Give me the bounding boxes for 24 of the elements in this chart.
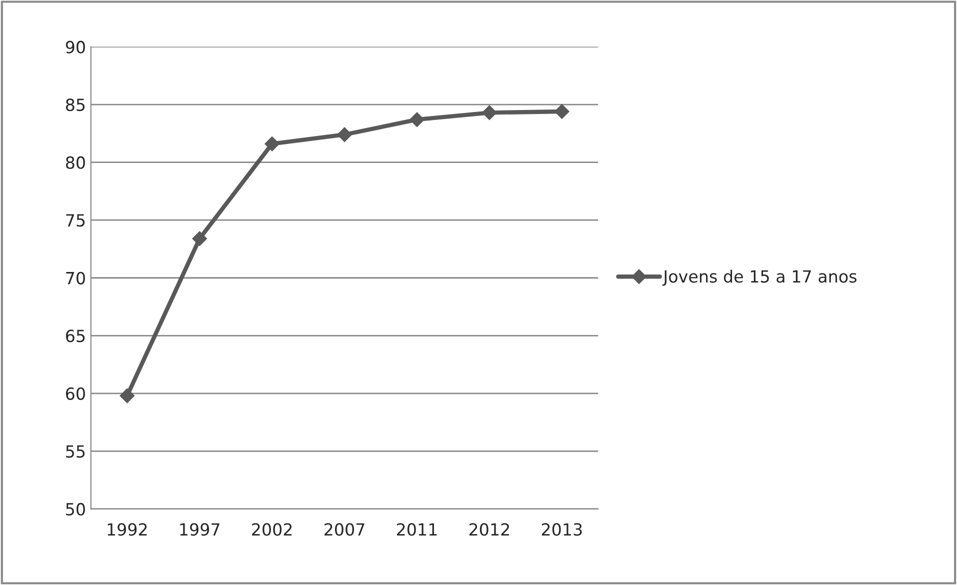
- x-tick-label: 1992: [108, 523, 147, 536]
- y-tick-label: 90: [66, 40, 85, 54]
- point: [264, 136, 280, 152]
- point: [120, 388, 135, 404]
- x-tick-label: 2002: [252, 523, 292, 536]
- x-tick-label: 1997: [180, 523, 220, 536]
- point: [410, 112, 424, 127]
- y-tick-label: 55: [66, 445, 85, 458]
- y-tick-label: 85: [66, 98, 85, 112]
- y-tick-label: 65: [66, 330, 85, 342]
- legend-label: Jovens de 15 a 17 anos: [662, 270, 856, 286]
- x-tick-label: 2012: [469, 523, 509, 536]
- y-tick-label: 70: [66, 272, 85, 284]
- x-tick-label: 2011: [396, 523, 437, 536]
- point: [337, 127, 352, 142]
- y-tick-label: 80: [66, 156, 85, 169]
- point: [192, 231, 207, 246]
- y-tick-label: 75: [66, 214, 85, 227]
- y-tick-label: 50: [66, 502, 85, 516]
- x-tick-label: 2007: [324, 523, 364, 536]
- x-tick-label: 2013: [542, 523, 582, 536]
- y-tick-label: 60: [66, 387, 85, 400]
- point: [482, 105, 497, 120]
- point: [554, 104, 570, 119]
